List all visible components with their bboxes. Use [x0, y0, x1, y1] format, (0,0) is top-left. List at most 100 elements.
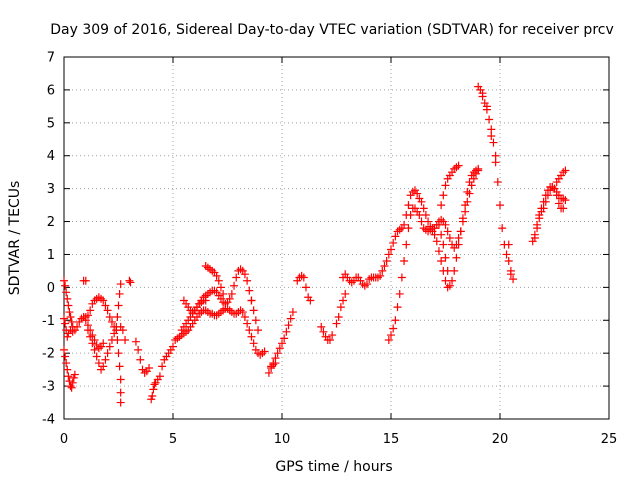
data-point — [341, 289, 350, 298]
data-point — [264, 368, 273, 377]
data-point — [83, 321, 92, 330]
data-point — [382, 257, 391, 266]
data-point — [68, 322, 77, 331]
data-point — [245, 326, 254, 335]
data-point — [284, 321, 293, 330]
data-point — [432, 237, 441, 246]
data-point — [275, 344, 284, 353]
data-point — [552, 191, 561, 200]
data-point — [236, 265, 245, 274]
data-point — [334, 312, 343, 321]
chart-title: Day 309 of 2016, Sidereal Day-to-day VTE… — [50, 22, 614, 38]
data-point — [90, 336, 99, 345]
data-point — [70, 370, 79, 379]
data-point — [328, 331, 337, 340]
data-point — [325, 336, 334, 345]
data-point — [232, 273, 241, 282]
data-point — [543, 191, 552, 200]
data-point — [384, 250, 393, 259]
data-point — [249, 339, 258, 348]
data-point — [63, 365, 72, 374]
data-point — [404, 224, 413, 233]
data-point — [443, 283, 452, 292]
y-tick-label: 3 — [47, 182, 55, 197]
data-point — [504, 240, 513, 249]
data-point — [441, 253, 450, 262]
data-point — [439, 240, 448, 249]
data-point — [243, 276, 252, 285]
data-point — [247, 332, 256, 341]
data-point — [493, 178, 502, 187]
data-point — [465, 189, 474, 198]
x-tick-label: 0 — [60, 432, 68, 447]
data-point — [214, 276, 223, 285]
data-point — [113, 336, 122, 345]
data-point — [240, 270, 249, 279]
data-point — [282, 327, 291, 336]
data-point — [60, 276, 68, 285]
data-point — [254, 326, 263, 335]
data-point — [69, 373, 78, 382]
data-point — [387, 245, 395, 254]
x-tick-label: 10 — [274, 432, 291, 447]
data-point — [363, 280, 372, 289]
data-point — [297, 271, 306, 280]
data-point — [60, 314, 68, 323]
data-point — [60, 345, 68, 354]
data-point — [393, 303, 402, 312]
data-point — [554, 199, 563, 208]
y-tick-label: 0 — [47, 281, 55, 296]
data-point — [61, 319, 70, 328]
data-point — [116, 388, 125, 397]
data-point — [496, 201, 504, 210]
x-tick-label: 25 — [601, 432, 618, 447]
data-point — [240, 312, 249, 321]
data-point — [92, 352, 101, 361]
data-point — [118, 326, 127, 335]
data-point — [434, 220, 443, 229]
data-point — [260, 347, 269, 356]
data-point — [360, 281, 369, 290]
y-tick-label: 6 — [47, 83, 55, 98]
data-point — [99, 296, 108, 305]
data-point — [219, 289, 228, 298]
data-point — [103, 306, 112, 315]
data-point — [550, 184, 559, 193]
data-point — [67, 317, 76, 326]
data-point — [389, 324, 398, 333]
data-point — [105, 312, 114, 321]
data-point — [448, 276, 457, 285]
data-point — [65, 308, 74, 317]
data-point — [299, 273, 308, 282]
data-point — [131, 337, 140, 346]
data-point — [116, 280, 125, 289]
data-point — [380, 261, 389, 270]
data-point — [415, 210, 424, 219]
data-point — [478, 89, 487, 98]
data-point — [400, 257, 409, 266]
data-point — [68, 378, 77, 387]
data-point — [88, 331, 97, 340]
data-point — [461, 201, 470, 210]
y-tick-label: 4 — [47, 149, 55, 164]
data-point — [413, 189, 422, 198]
data-point — [64, 372, 73, 381]
data-point — [301, 283, 310, 292]
data-point — [247, 296, 256, 305]
data-point — [103, 349, 112, 358]
data-point — [559, 204, 568, 213]
x-tick-label: 20 — [492, 432, 509, 447]
data-point — [445, 281, 454, 290]
data-point — [437, 230, 446, 239]
data-point — [389, 238, 398, 247]
data-point — [384, 336, 393, 345]
y-tick-label: 5 — [47, 116, 55, 131]
data-point — [81, 276, 90, 285]
data-point — [319, 327, 328, 336]
data-point — [145, 363, 154, 372]
data-point — [437, 257, 446, 266]
data-point — [107, 317, 116, 326]
data-point — [105, 342, 114, 351]
data-point — [243, 319, 252, 328]
